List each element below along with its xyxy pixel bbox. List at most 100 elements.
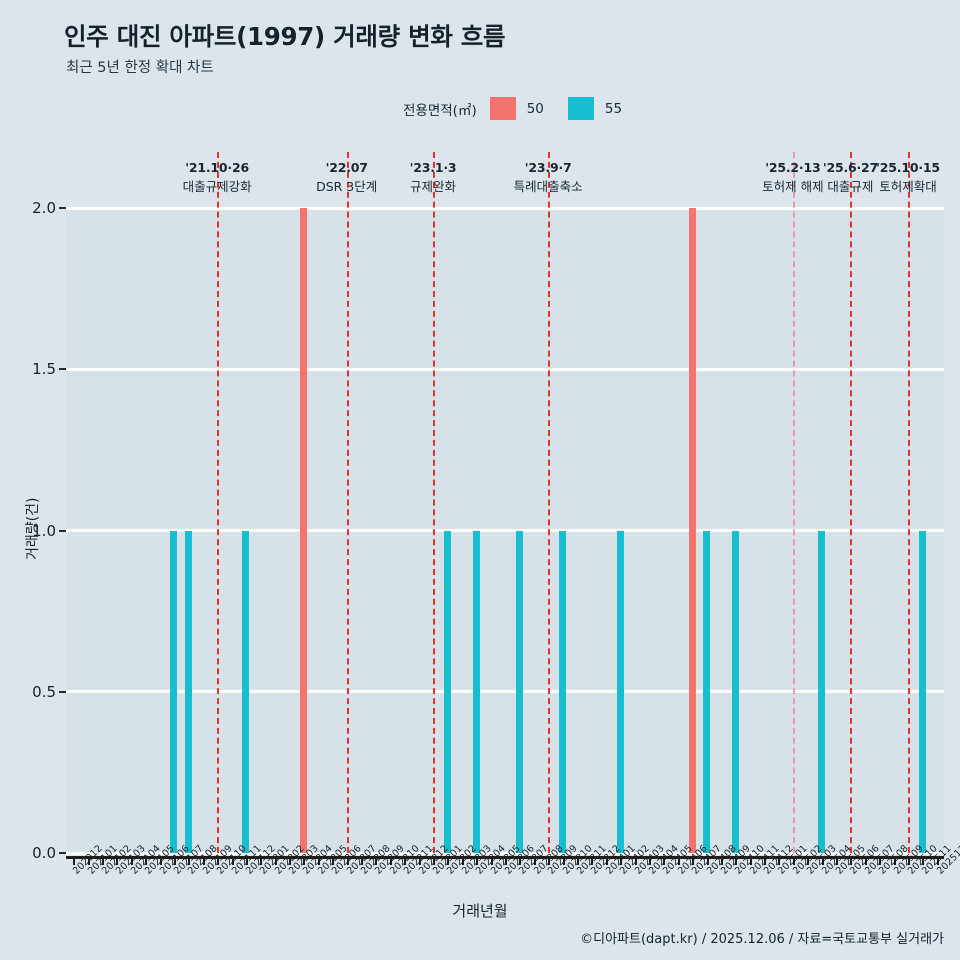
- y-tick-mark: [59, 852, 66, 854]
- bar-55-202310[interactable]: [559, 530, 567, 853]
- bar-55-202302[interactable]: [443, 530, 451, 853]
- event-line-202309: [548, 152, 551, 853]
- event-annotation-202510: '25.10·15 토허제확대: [876, 158, 940, 197]
- chart-subtitle: 최근 5년 한정 확대 차트: [66, 60, 214, 76]
- event-line-202502: [792, 152, 795, 853]
- y-tick-label: 0.0: [32, 844, 56, 862]
- x-tick-mark: [217, 856, 220, 865]
- x-tick-mark: [648, 856, 651, 865]
- event-text: 대출규제: [827, 179, 874, 195]
- bar-55-202107[interactable]: [170, 530, 178, 853]
- bar-55-202112[interactable]: [242, 530, 250, 853]
- x-tick-mark: [317, 856, 320, 865]
- x-tick-mark: [864, 856, 867, 865]
- x-tick-mark: [389, 856, 392, 865]
- legend: 전용면적(㎡) 50 55: [403, 97, 646, 120]
- x-tick-mark: [231, 856, 234, 865]
- x-tick-mark: [274, 856, 277, 865]
- x-tick-mark: [735, 856, 738, 865]
- x-tick-mark: [663, 856, 666, 865]
- gridline: [66, 367, 944, 371]
- plot-area: [66, 152, 944, 855]
- x-tick-mark: [461, 856, 464, 865]
- bar-55-202307[interactable]: [515, 530, 523, 853]
- event-annotation-202301: '23.1·3 규제완화: [410, 158, 457, 197]
- event-line-202506: [850, 152, 853, 853]
- event-line-202510: [908, 152, 911, 853]
- x-tick-mark: [159, 856, 162, 865]
- x-tick-mark: [720, 856, 723, 865]
- x-tick-mark: [836, 856, 839, 865]
- bar-50-202204[interactable]: [299, 208, 307, 853]
- y-tick-label: 2.0: [32, 199, 56, 217]
- x-tick-mark: [879, 856, 882, 865]
- legend-swatch-55: [567, 97, 594, 120]
- event-date: '25.6·27: [822, 160, 879, 175]
- x-tick-mark: [749, 856, 752, 865]
- x-axis-title: 거래년월: [452, 902, 508, 920]
- gridline: [66, 529, 944, 532]
- bar-55-202511[interactable]: [918, 530, 926, 853]
- bar-55-202408[interactable]: [703, 530, 710, 853]
- event-date: '23.1·3: [409, 160, 457, 175]
- x-tick-mark: [634, 856, 637, 865]
- event-annotation-202207: '22.07 DSR 3단계: [316, 158, 377, 197]
- event-line-202110: [217, 152, 220, 853]
- x-tick-mark: [101, 856, 104, 865]
- x-tick-mark: [490, 856, 493, 865]
- x-tick-mark: [303, 856, 306, 865]
- event-annotation-202502: '25.2·13 토허제 해제: [762, 158, 823, 197]
- x-tick-mark: [576, 856, 579, 865]
- bar-55-202504[interactable]: [818, 530, 826, 853]
- legend-title: 전용면적(㎡): [403, 102, 477, 119]
- x-tick-mark: [562, 856, 565, 865]
- x-tick-mark: [936, 856, 939, 865]
- event-date: '25.2·13: [765, 160, 821, 175]
- event-line-202207: [346, 152, 349, 853]
- legend-label-55: 55: [604, 100, 623, 117]
- bar-55-202108[interactable]: [184, 530, 192, 853]
- x-tick-mark: [173, 856, 176, 865]
- y-tick-mark: [59, 368, 66, 371]
- event-date: '22.07: [325, 160, 368, 175]
- bar-50-202407[interactable]: [688, 208, 696, 853]
- x-tick-mark: [332, 856, 335, 865]
- chart-title: 인주 대진 아파트(1997) 거래량 변화 흐름: [64, 22, 506, 51]
- bar-55-202402[interactable]: [616, 530, 624, 853]
- event-line-202301: [433, 152, 436, 853]
- event-text: 토허제확대: [879, 179, 937, 195]
- x-tick-mark: [778, 856, 781, 865]
- x-tick-mark: [87, 856, 90, 865]
- x-tick-mark: [188, 856, 191, 865]
- x-tick-mark: [404, 856, 407, 865]
- y-tick-label: 1.5: [32, 360, 56, 379]
- event-text: 토허제 해제: [762, 179, 824, 195]
- x-tick-mark: [792, 856, 795, 865]
- x-tick-mark: [548, 856, 551, 865]
- event-annotation-202506: '25.6·27 대출규제: [823, 158, 878, 197]
- bar-55-202410[interactable]: [731, 530, 739, 853]
- x-tick-mark: [202, 856, 205, 865]
- x-tick-mark: [821, 856, 824, 865]
- x-tick-mark: [116, 856, 119, 865]
- event-annotation-202110: '21.10·26 대출규제강화: [183, 158, 252, 197]
- x-tick-mark: [677, 856, 680, 865]
- x-tick-mark: [289, 856, 292, 865]
- x-tick-mark: [260, 856, 263, 865]
- x-tick-mark: [145, 856, 148, 865]
- gridline: [66, 851, 944, 855]
- x-tick-mark: [130, 856, 133, 865]
- bar-55-202304[interactable]: [472, 530, 480, 853]
- event-text: DSR 3단계: [316, 179, 378, 195]
- x-tick-mark: [533, 856, 536, 865]
- legend-swatch-50: [489, 97, 516, 120]
- event-date: '21.10·26: [185, 160, 249, 175]
- x-tick-mark: [418, 856, 421, 865]
- x-tick-mark: [245, 856, 248, 865]
- y-tick-label: 0.5: [32, 682, 56, 701]
- x-tick-mark: [591, 856, 594, 865]
- event-annotation-202309: '23.9·7 특례대출축소: [514, 158, 583, 197]
- x-tick-mark: [447, 856, 450, 865]
- event-text: 특례대출축소: [513, 179, 583, 195]
